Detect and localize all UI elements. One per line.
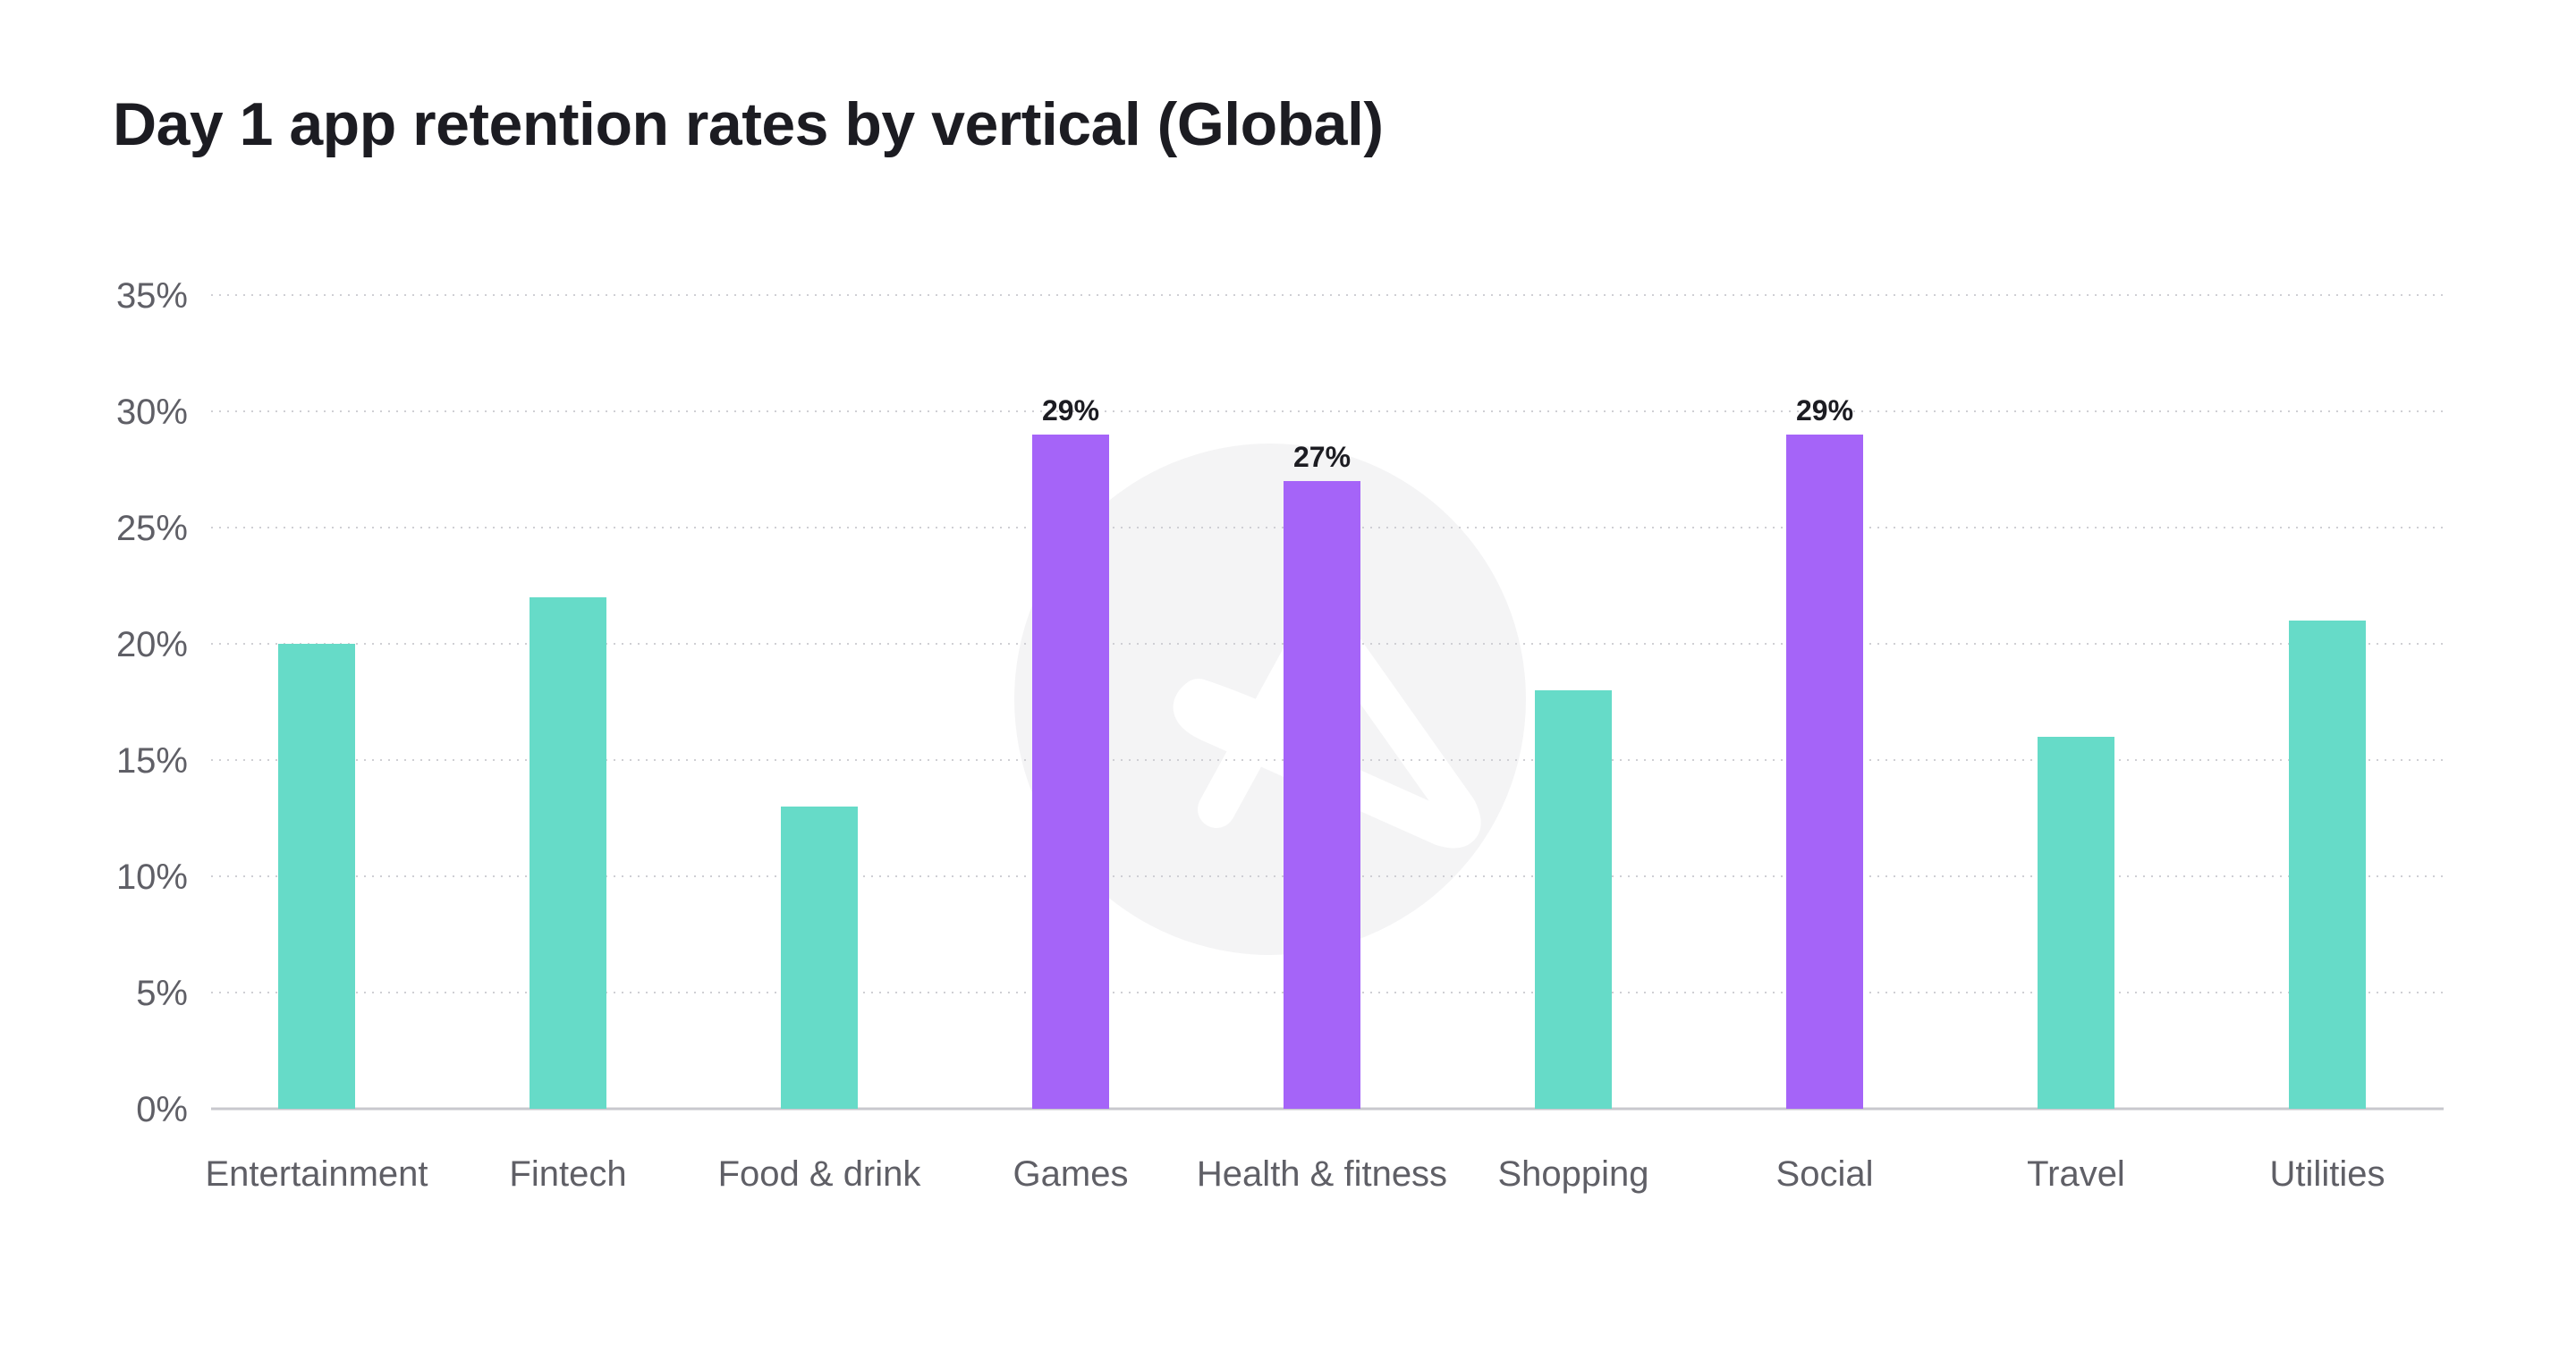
bar — [2289, 621, 2366, 1109]
x-tick-label: Shopping — [1497, 1154, 1648, 1194]
data-labels: 29% 27% 29% — [1042, 394, 1853, 473]
bars — [278, 435, 2366, 1109]
x-tick-label: Food & drink — [718, 1154, 922, 1194]
x-tick-label: Fintech — [509, 1154, 626, 1194]
data-label: 29% — [1796, 394, 1853, 427]
x-tick-label: Entertainment — [205, 1154, 428, 1194]
bar — [781, 807, 858, 1109]
x-tick-label: Utilities — [2270, 1154, 2385, 1194]
data-label: 29% — [1042, 394, 1099, 427]
watermark-logo — [1014, 444, 1526, 955]
bar — [2038, 737, 2114, 1109]
y-tick-label: 25% — [116, 509, 188, 548]
bar — [278, 644, 355, 1109]
watermark-glyph — [1174, 598, 1481, 849]
y-tick-label: 20% — [116, 625, 188, 664]
bar — [1032, 435, 1109, 1109]
y-tick-label: 10% — [116, 858, 188, 897]
bar — [1535, 690, 1612, 1109]
y-tick-label: 30% — [116, 393, 188, 432]
bar — [530, 597, 606, 1109]
y-axis-ticks: 0% 5% 10% 15% 20% 25% 30% 35% — [116, 276, 188, 1129]
x-tick-label: Travel — [2027, 1154, 2125, 1194]
bar — [1284, 481, 1360, 1109]
y-tick-label: 5% — [136, 974, 188, 1013]
y-tick-label: 0% — [136, 1090, 188, 1129]
x-tick-label: Health & fitness — [1197, 1154, 1447, 1194]
chart-title: Day 1 app retention rates by vertical (G… — [113, 90, 1384, 158]
x-tick-label: Games — [1013, 1154, 1129, 1194]
bar — [1786, 435, 1863, 1109]
x-tick-label: Social — [1776, 1154, 1874, 1194]
x-axis-ticks: Entertainment Fintech Food & drink Games Hea… — [205, 1154, 2385, 1194]
data-label: 27% — [1293, 441, 1351, 473]
y-tick-label: 35% — [116, 276, 188, 316]
y-tick-label: 15% — [116, 741, 188, 781]
